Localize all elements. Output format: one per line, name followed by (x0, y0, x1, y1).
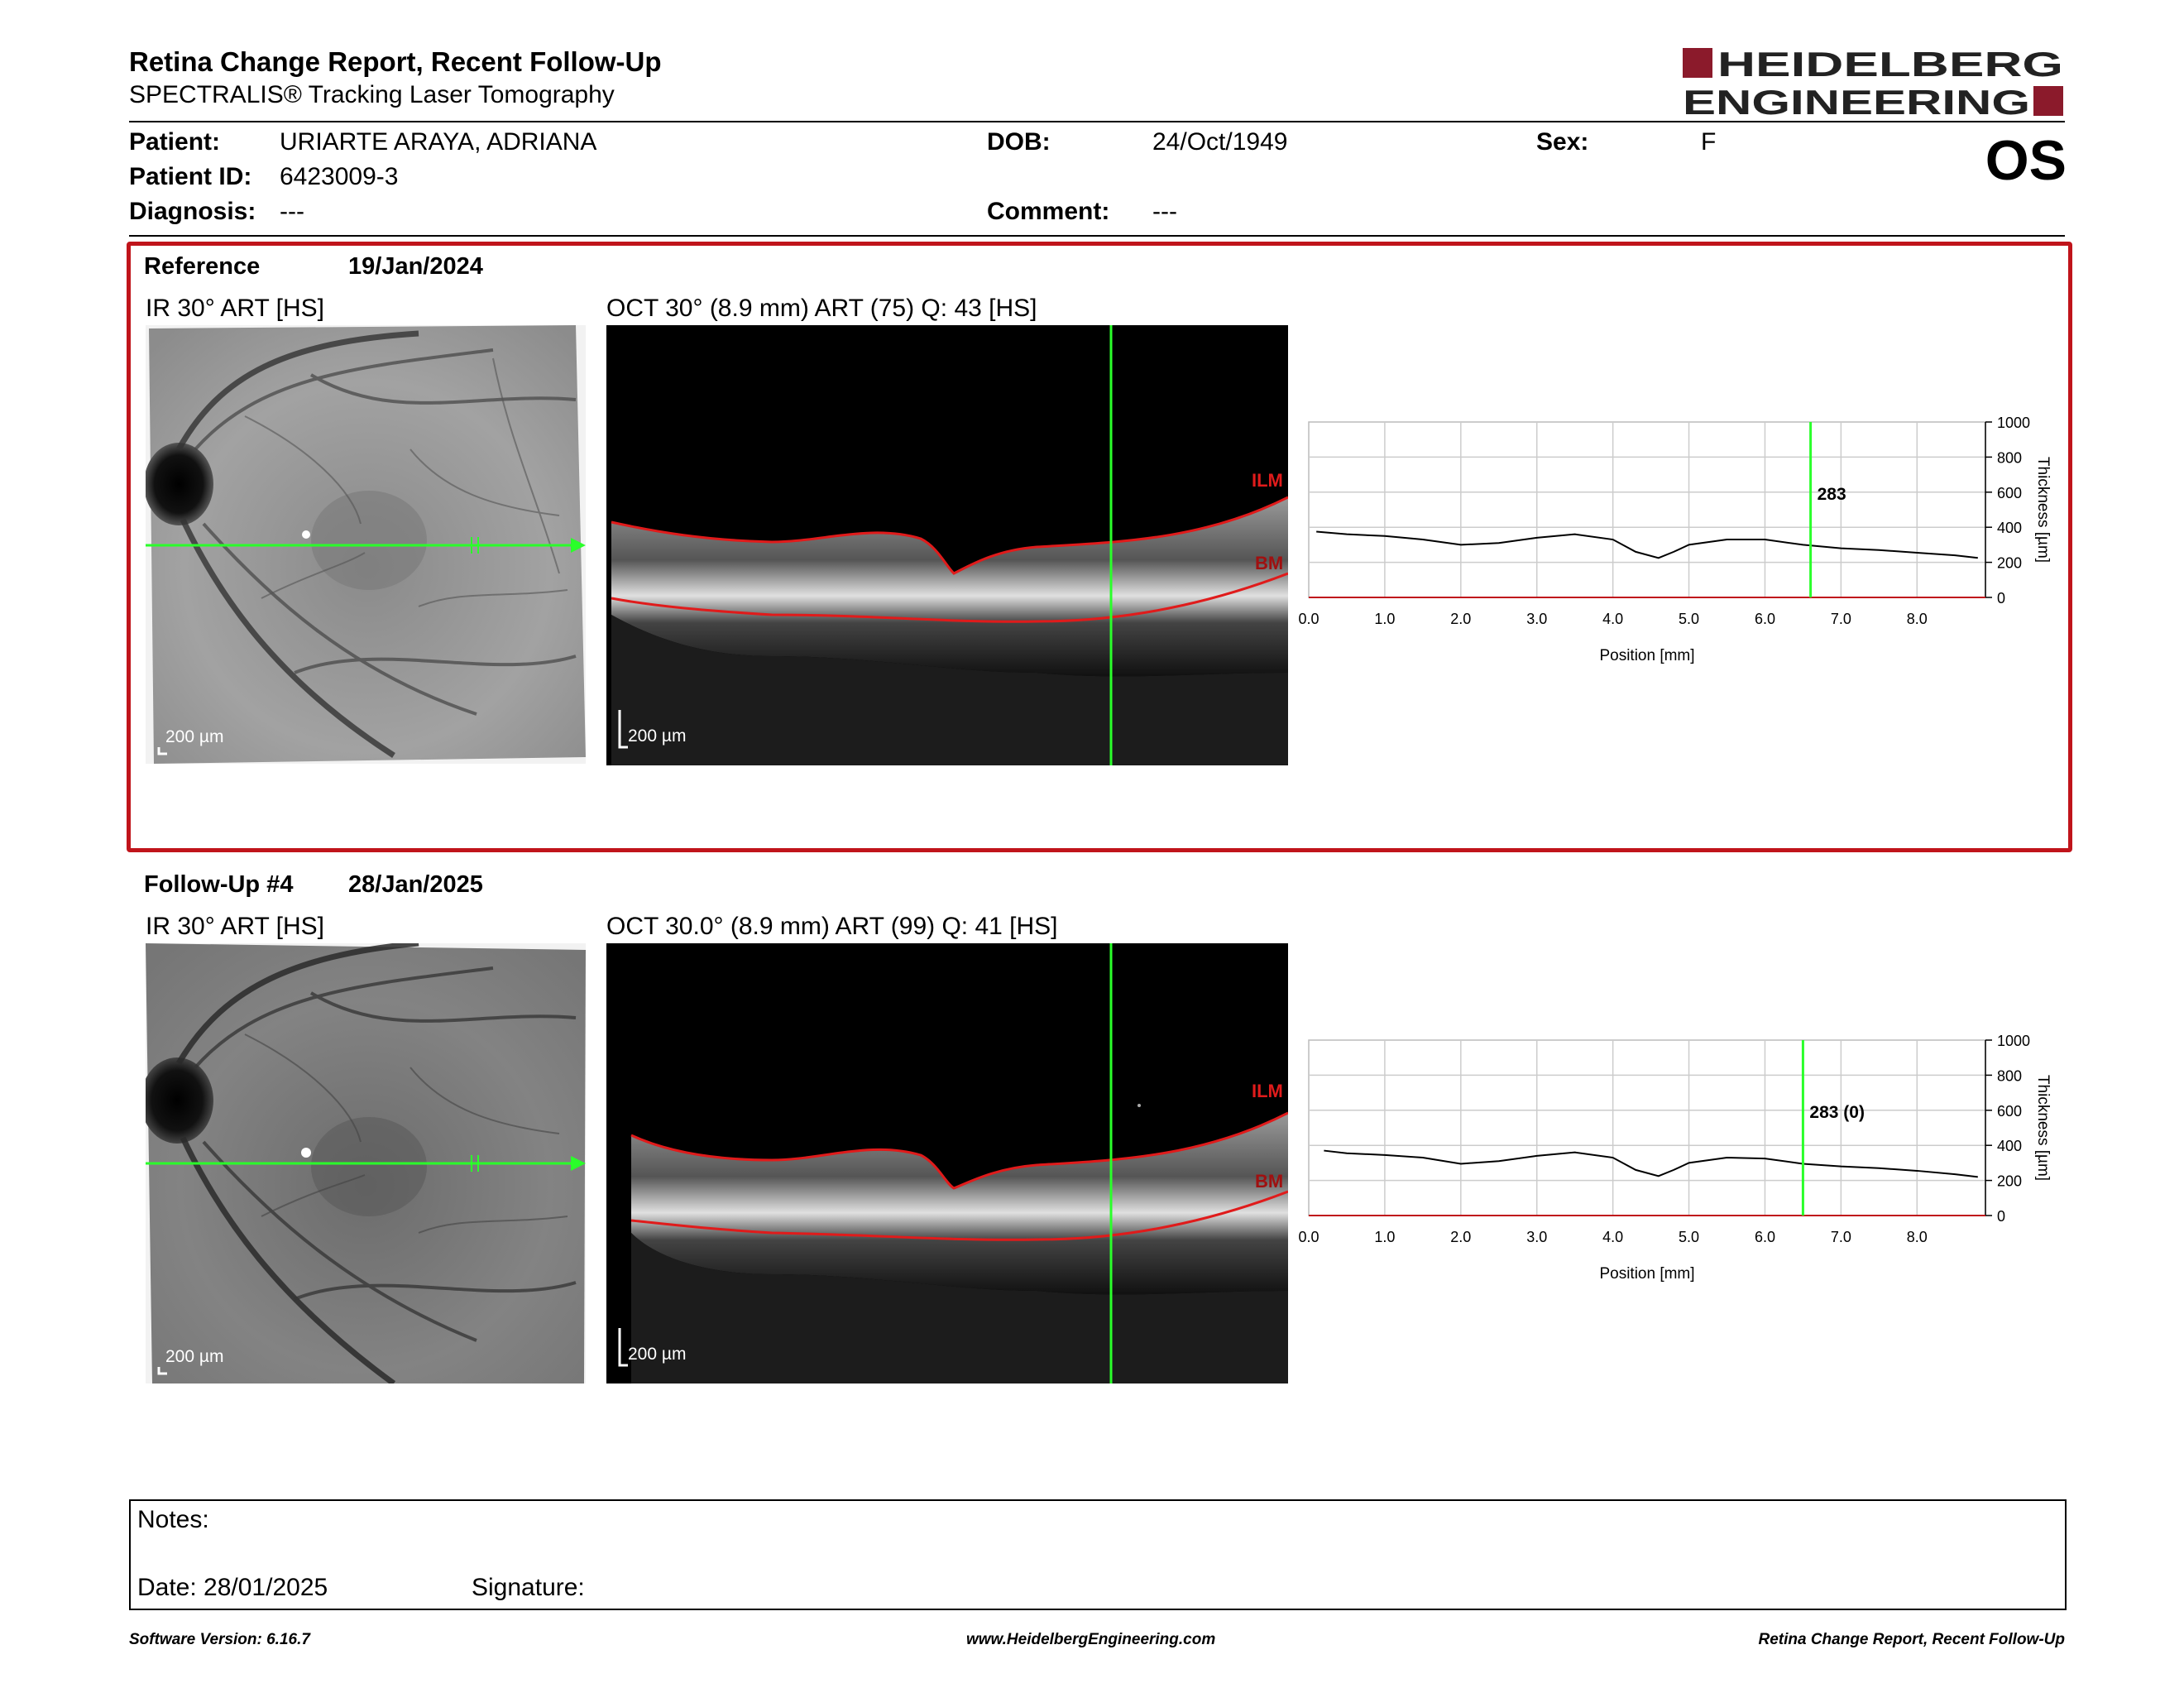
comment-value: --- (1152, 198, 1177, 225)
dob-label: DOB: (987, 128, 1051, 156)
chart-frame (1308, 1039, 1986, 1216)
footer-software-version: Software Version: 6.16.7 (129, 1631, 310, 1648)
logo-line2: ENGINEERING (1683, 83, 2030, 119)
followup-bm-label: BM (1255, 1171, 1284, 1192)
reference-oct-title: OCT 30° (8.9 mm) ART (75) Q: 43 [HS] (606, 295, 1037, 322)
reference-section (127, 242, 2072, 852)
diagnosis-value: --- (280, 198, 304, 225)
reference-bm-label: BM (1255, 553, 1284, 573)
comment-label: Comment: (987, 198, 1110, 225)
followup-oct-scale-label: 200 µm (628, 1345, 687, 1364)
chart-cursor-value: 283 (1818, 485, 1846, 504)
chart-x-axis-label: Position [mm] (1599, 1265, 1694, 1283)
chart-y-axis-label: Thickness [µm] (2034, 1075, 2052, 1181)
chart-x-tick-label: 6.0 (1755, 1229, 1775, 1245)
followup-ir-title: IR 30° ART [HS] (146, 913, 324, 940)
logo-line1: HEIDELBERG (1717, 45, 2063, 84)
chart-y-tick-label: 600 (1997, 1103, 2022, 1120)
reference-ilm-label: ILM (1252, 470, 1283, 491)
footer-website-link[interactable]: www.HeidelbergEngineering.com (966, 1631, 1216, 1648)
chart-x-tick-label: 1.0 (1374, 1229, 1395, 1245)
reference-date: 19/Jan/2024 (348, 253, 483, 280)
chart-x-tick-label: 3.0 (1526, 611, 1547, 627)
patient-label: Patient: (129, 128, 221, 156)
chart-x-tick-label: 5.0 (1679, 1229, 1699, 1245)
chart-y-tick-label: 0 (1997, 1208, 2005, 1225)
chart-y-tick-label: 200 (1997, 1173, 2022, 1190)
dob-value: 24/Oct/1949 (1152, 128, 1288, 156)
footer-report-name: Retina Change Report, Recent Follow-Up (1758, 1631, 2065, 1648)
report-title: Retina Change Report, Recent Follow-Up (129, 46, 662, 77)
chart-x-tick-label: 0.0 (1299, 1229, 1320, 1245)
chart-x-tick-label: 7.0 (1831, 1229, 1851, 1245)
chart-y-tick-label: 1000 (1997, 1033, 2030, 1049)
chart-y-tick-label: 400 (1997, 520, 2022, 536)
patient-name: URIARTE ARAYA, ADRIANA (280, 128, 597, 156)
chart-x-tick-label: 0.0 (1299, 611, 1320, 627)
reference-oct-scale-label: 200 µm (628, 727, 687, 746)
chart-y-tick-label: 800 (1997, 1067, 2022, 1084)
chart-x-tick-label: 8.0 (1907, 1229, 1928, 1245)
chart-x-tick-label: 2.0 (1450, 1229, 1471, 1245)
chart-x-tick-label: 8.0 (1907, 611, 1928, 627)
reference-thickness-chart: 0.0 1.0 2.0 3.0 4.0 5.0 6.0 7.0 8.0 0 200 400 600 800… (1299, 415, 2052, 664)
reference-ir-title: IR 30° ART [HS] (146, 295, 324, 322)
followup-label: Follow-Up #4 (144, 871, 294, 898)
chart-frame (1308, 421, 1986, 598)
patient-id-value: 6423009-3 (280, 163, 399, 190)
chart-x-tick-label: 4.0 (1602, 1229, 1623, 1245)
chart-y-tick-label: 200 (1997, 555, 2022, 572)
chart-x-tick-label: 5.0 (1679, 611, 1699, 627)
chart-y-tick-label: 1000 (1997, 415, 2030, 431)
reference-ir-scale-label: 200 µm (165, 727, 224, 746)
followup-thickness-chart: 0.0 1.0 2.0 3.0 4.0 5.0 6.0 7.0 8.0 0 200 400 600 800… (1299, 1033, 2052, 1283)
chart-y-tick-label: 0 (1997, 590, 2005, 607)
chart-y-tick-label: 800 (1997, 449, 2022, 466)
reference-oct-bscan-image: ILM BM 200 µm (606, 325, 1288, 765)
followup-ir-scale-label: 200 µm (165, 1347, 224, 1366)
chart-plot-area: 0.0 1.0 2.0 3.0 4.0 5.0 6.0 7.0 8.0 0 200 400 600 800… (1299, 415, 2052, 664)
chart-plot-area: 0.0 1.0 2.0 3.0 4.0 5.0 6.0 7.0 8.0 0 200 400 600 800… (1299, 1033, 2052, 1283)
eye-indicator: OS (1985, 129, 2067, 192)
chart-x-tick-label: 3.0 (1526, 1229, 1547, 1245)
report-subtitle: SPECTRALIS® Tracking Laser Tomography (129, 81, 615, 108)
sex-label: Sex: (1536, 128, 1589, 156)
chart-y-tick-label: 400 (1997, 1138, 2022, 1154)
notes-date: Date: 28/01/2025 (137, 1574, 328, 1601)
notes-box[interactable]: Notes: Date: 28/01/2025 Signature: (129, 1499, 2067, 1610)
reference-ir-fundus-image: 200 µm (146, 325, 586, 764)
chart-x-tick-label: 1.0 (1374, 611, 1395, 627)
followup-oct-title: OCT 30.0° (8.9 mm) ART (99) Q: 41 [HS] (606, 913, 1058, 940)
chart-x-tick-label: 2.0 (1450, 611, 1471, 627)
chart-x-tick-label: 7.0 (1831, 611, 1851, 627)
chart-series-line (1324, 1149, 1978, 1178)
reference-label: Reference (144, 253, 261, 280)
chart-x-tick-label: 4.0 (1602, 611, 1623, 627)
chart-x-axis-label: Position [mm] (1599, 647, 1694, 664)
chart-x-tick-label: 6.0 (1755, 611, 1775, 627)
signature-label: Signature: (472, 1574, 585, 1601)
sex-value: F (1701, 128, 1717, 156)
heidelberg-logo: HEIDELBERG ENGINEERING (1683, 45, 2065, 122)
chart-y-tick-label: 600 (1997, 485, 2022, 501)
patient-id-label: Patient ID: (129, 163, 252, 190)
followup-ilm-label: ILM (1252, 1081, 1283, 1101)
followup-oct-bscan-image: ILM BM 200 µm (606, 943, 1288, 1383)
followup-date: 28/Jan/2025 (348, 871, 483, 898)
diagnosis-label: Diagnosis: (129, 198, 256, 225)
notes-label: Notes: (137, 1506, 209, 1533)
chart-cursor-value: 283 (0) (1809, 1103, 1865, 1122)
chart-y-axis-label: Thickness [µm] (2034, 457, 2052, 563)
followup-ir-fundus-image: 200 µm (146, 943, 586, 1383)
chart-series-line (1316, 530, 1978, 559)
